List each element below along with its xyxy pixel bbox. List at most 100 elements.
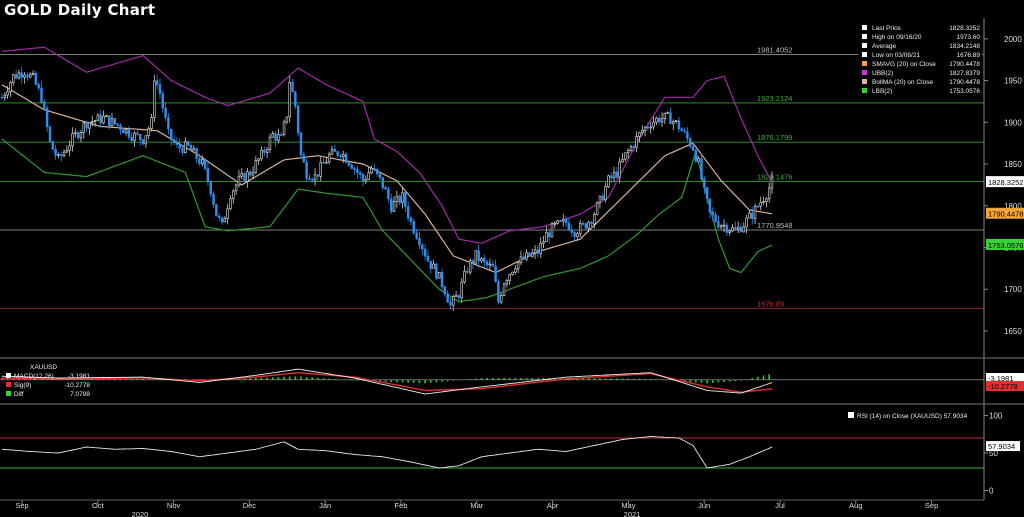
macd-diff-bar <box>243 378 246 380</box>
macd-diff-bar <box>582 378 584 380</box>
rsi-panel: 0 50 100 RSI (14) on Close (XAUUSD) 57.9034… <box>0 410 1020 496</box>
macd-legend-value: -3.1981 <box>68 373 90 380</box>
candle-body <box>133 132 136 141</box>
macd-diff-bar <box>475 378 477 380</box>
macd-diff-bar <box>689 379 692 382</box>
candle-body <box>6 91 9 96</box>
candle-body <box>660 118 664 123</box>
candle-body <box>88 122 91 129</box>
candle-body <box>641 130 644 133</box>
macd-diff-bar <box>627 378 629 380</box>
macd-diff-bar <box>531 378 534 380</box>
candle-body <box>415 232 418 239</box>
y-tick-label: 2000 <box>1004 35 1022 44</box>
candle-body <box>497 281 500 303</box>
candle-body <box>144 135 148 145</box>
candle-body <box>150 117 153 129</box>
candle-body <box>122 129 125 134</box>
candle-body <box>440 271 444 288</box>
price-tag <box>986 176 1024 188</box>
candle-body <box>375 168 379 175</box>
macd-diff-bar <box>666 379 669 381</box>
candle-body <box>96 114 100 121</box>
macd-diff-bar <box>610 378 613 380</box>
candle-body <box>468 260 472 273</box>
macd-diff-bar <box>661 379 663 381</box>
candle-body <box>48 126 52 142</box>
candle-body <box>624 152 627 160</box>
macd-tag-label: -3.1981 <box>988 374 1013 383</box>
x-tick-label: Jun <box>698 501 710 510</box>
candle-body <box>189 144 193 151</box>
macd-diff-bar <box>587 378 590 380</box>
candle-body <box>480 258 483 262</box>
candle-body <box>429 260 432 269</box>
legend-value: 1827.8379 <box>949 70 980 77</box>
macd-legend-value: -10.2778 <box>64 382 90 389</box>
candle-body <box>319 162 322 177</box>
candle-body <box>488 263 492 266</box>
legend-swatch <box>862 43 867 48</box>
candle-body <box>294 91 297 107</box>
macd-diff-bar <box>638 378 641 380</box>
macd-diff-bar <box>277 377 280 380</box>
legend-label: Low on 03/08/21 <box>872 52 920 59</box>
candle-body <box>325 161 328 164</box>
rsi-y-tick-label: 100 <box>989 412 1003 421</box>
candle-body <box>161 93 164 109</box>
candle-body <box>652 121 655 128</box>
macd-diff-bar <box>407 379 409 383</box>
macd-diff-bar <box>542 378 545 380</box>
candle-body <box>26 74 29 78</box>
rsi-tag <box>986 441 1020 452</box>
legend-box <box>858 23 982 97</box>
candle-body <box>356 168 359 174</box>
candle-body <box>93 120 97 122</box>
candle-body <box>384 187 387 190</box>
legend-label: BollMA (20) on Close <box>872 79 933 86</box>
candle-body <box>590 221 593 225</box>
candle-body <box>714 214 717 222</box>
candle-body <box>522 256 526 260</box>
legend-swatch <box>862 61 867 66</box>
candle-body <box>703 178 706 188</box>
candle-body <box>578 223 582 235</box>
macd-legend-label: Sig(9) <box>14 382 31 389</box>
macd-diff-bar <box>238 379 240 380</box>
macd-diff-bar <box>757 376 759 380</box>
candle-body <box>237 175 241 186</box>
candle-body <box>742 226 746 233</box>
candle-body <box>184 141 187 153</box>
candle-body <box>725 224 729 233</box>
candle-body <box>629 146 633 151</box>
legend-label: LBB(2) <box>872 88 892 95</box>
candle-body <box>14 74 18 79</box>
candle-body <box>153 80 156 118</box>
candle-body <box>23 74 26 78</box>
candle-body <box>674 120 678 123</box>
candle-body <box>686 131 689 139</box>
macd-diff-bar <box>18 378 20 380</box>
candle-body <box>373 167 376 170</box>
macd-diff-bar <box>97 378 99 380</box>
candlesticks <box>0 66 774 312</box>
candle-body <box>697 158 700 162</box>
candle-body <box>655 117 658 123</box>
candle-body <box>217 215 221 218</box>
candle-body <box>531 252 534 257</box>
candle-body <box>601 195 604 200</box>
candle-body <box>418 238 421 246</box>
macd-legend-label: Diff <box>14 391 24 398</box>
x-tick-label: Sep <box>925 501 938 510</box>
candle-body <box>700 158 703 180</box>
candle-body <box>412 221 416 234</box>
macd-diff-bar <box>317 377 319 380</box>
sma-20-line <box>1 84 773 274</box>
macd-diff-bar <box>271 377 274 380</box>
macd-diff-bar <box>288 376 291 380</box>
candle-body <box>240 173 243 177</box>
macd-diff-bar <box>390 379 393 383</box>
candle-body <box>604 186 607 200</box>
candle-body <box>102 115 105 124</box>
